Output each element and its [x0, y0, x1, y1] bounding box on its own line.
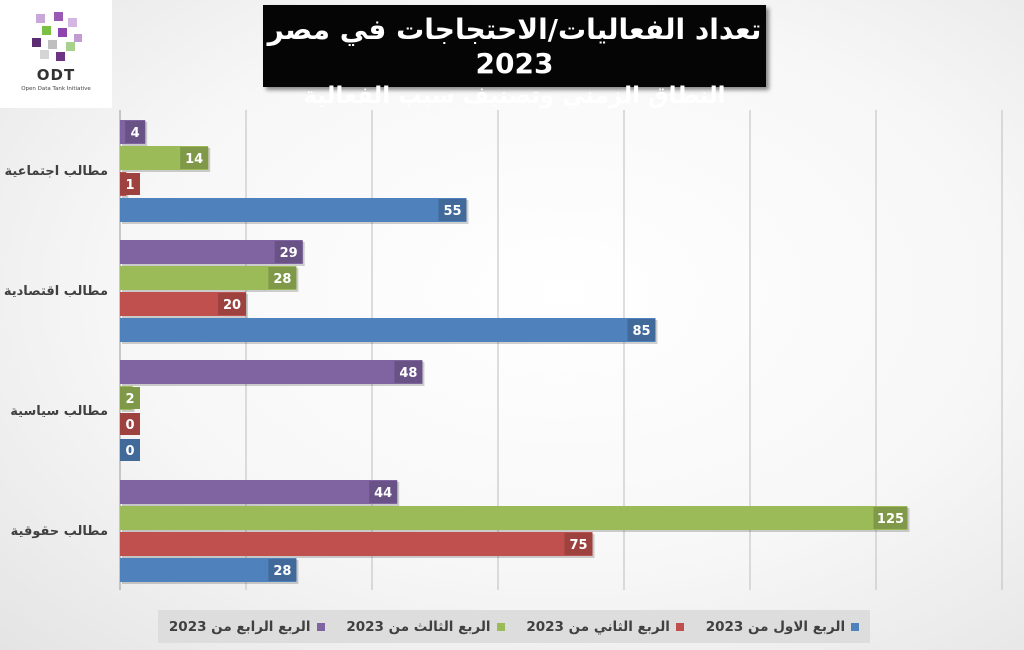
legend-item: الربع الثاني من 2023 — [526, 619, 684, 635]
data-label-box — [394, 361, 423, 383]
chart-subtitle: النطاق الزمني وتصنيف سبب الفعالية — [303, 83, 726, 109]
legend-item: الربع الاول من 2023 — [705, 618, 860, 635]
data-label-box — [369, 481, 398, 503]
data-label: 2 — [125, 392, 134, 407]
cube-logo-icon — [32, 12, 82, 61]
legend-label: الربع الثاني من 2023 — [526, 618, 670, 635]
bar — [120, 506, 908, 530]
bar — [120, 198, 467, 222]
legend-swatch — [851, 622, 860, 631]
bar — [120, 558, 297, 582]
data-label-box — [120, 387, 140, 409]
legend-swatch — [316, 622, 325, 631]
data-label: 48 — [399, 366, 417, 381]
legend-item: الربع الرابع من 2023 — [169, 619, 325, 635]
data-label-box — [268, 267, 297, 289]
data-label-box — [120, 173, 140, 195]
legend-label: الربع الرابع من 2023 — [168, 618, 311, 635]
chart-title: تعداد الفعاليات/الاحتجاجات في مصر 2023 — [267, 13, 762, 80]
data-label: 29 — [280, 246, 298, 261]
data-label-box — [125, 121, 146, 143]
category-label: مطالب اجتماعية — [4, 164, 108, 179]
logo: ODT Open Data Tank Initiative — [0, 0, 112, 108]
title-box: تعداد الفعاليات/الاحتجاجات في مصر 2023 ا… — [263, 5, 766, 109]
data-label: 4 — [131, 126, 140, 141]
data-label-box — [274, 241, 303, 263]
data-label: 0 — [125, 418, 134, 433]
logo-tagline: Open Data Tank Initiative — [21, 86, 91, 92]
bar — [120, 532, 593, 556]
legend-label: الربع الثالث من 2023 — [346, 618, 491, 635]
legend-swatch — [496, 622, 505, 631]
data-label-box — [564, 533, 593, 555]
data-label-box — [268, 559, 297, 581]
data-label: 1 — [125, 178, 134, 193]
data-label: 14 — [185, 152, 203, 167]
data-label: 85 — [632, 324, 650, 339]
legend-label: الربع الاول من 2023 — [705, 618, 846, 635]
category-label: مطالب حقوقية — [11, 524, 108, 539]
legend-swatch — [675, 622, 684, 631]
data-label: 28 — [273, 272, 291, 287]
category-label: مطالب سياسية — [10, 404, 108, 419]
data-label: 55 — [443, 204, 461, 219]
legend: الربع الاول من 2023 الربع الثاني من 2023 ا… — [158, 610, 870, 643]
data-label: 20 — [223, 298, 241, 313]
data-label-box — [438, 199, 467, 221]
legend-item: الربع الثالث من 2023 — [346, 618, 505, 635]
bar — [120, 360, 423, 384]
bar — [120, 480, 398, 504]
data-label-box — [120, 439, 140, 461]
bar — [120, 318, 656, 342]
data-label-box — [873, 507, 908, 529]
data-label: 75 — [569, 538, 587, 553]
data-label-box — [627, 319, 656, 341]
data-label: 0 — [125, 444, 134, 459]
logo-name: ODT — [36, 66, 76, 84]
data-label-box — [180, 147, 209, 169]
bar — [120, 266, 297, 290]
data-label-box — [218, 293, 246, 315]
data-label: 44 — [374, 486, 392, 501]
data-label: 125 — [877, 512, 904, 527]
bar — [120, 240, 303, 264]
category-label: مطالب اقتصادية — [4, 284, 108, 299]
data-label: 28 — [273, 564, 291, 579]
data-label-box — [120, 413, 140, 435]
